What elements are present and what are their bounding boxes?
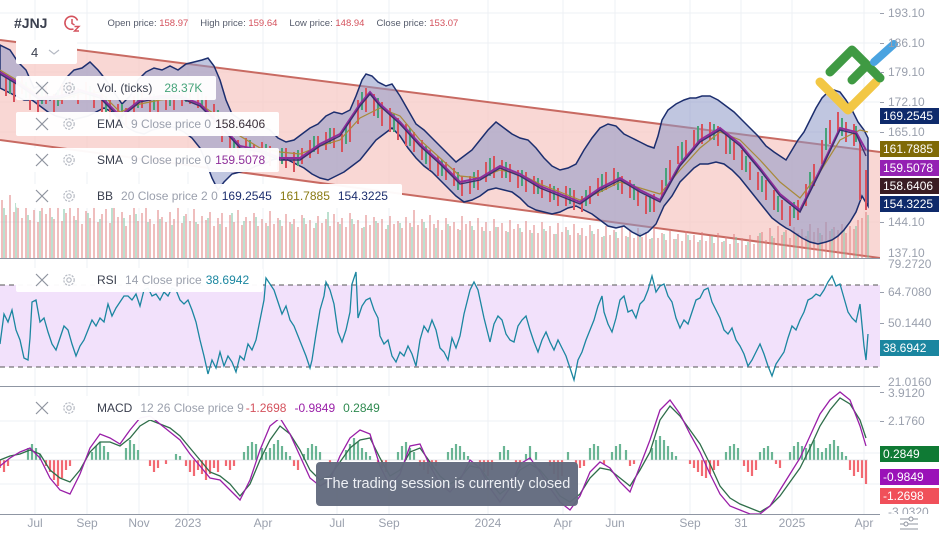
time-axis-label: 2025 — [778, 516, 806, 530]
legend-bb[interactable]: BB 20 Close price 2 0 169.2545 161.7885 … — [16, 184, 402, 208]
legend-volume[interactable]: Vol. (ticks) 28.37K — [16, 76, 217, 100]
volume-bars — [1, 195, 869, 258]
close-icon[interactable] — [35, 401, 49, 415]
legend-params: 20 Close price 2 0 — [121, 189, 218, 203]
legend-name: EMA — [97, 117, 124, 131]
sma-tag: 159.5078 — [880, 160, 939, 176]
legend-value-lower: 154.3225 — [337, 189, 388, 203]
legend-ema[interactable]: EMA 9 Close price 0 158.6406 — [16, 112, 280, 136]
time-axis-label: Jul — [27, 516, 43, 530]
legend-name: BB — [97, 189, 114, 203]
rsi-axis-label: 79.2720 — [888, 257, 932, 271]
rsi-pane — [0, 271, 880, 383]
time-axis-label: Sep — [378, 516, 400, 530]
legend-rsi[interactable]: RSI 14 Close price 38.6942 — [16, 268, 264, 292]
symbol-label[interactable]: #JNJ — [14, 15, 48, 31]
price-axis-label: 144.10 — [888, 215, 925, 229]
legend-params: 9 Close price 0 — [131, 153, 212, 167]
legend-value-macd: -1.2698 — [245, 401, 287, 415]
session-closed-toast: The trading session is currently closed — [316, 462, 578, 506]
close-icon[interactable] — [35, 81, 49, 95]
legend-name: MACD — [97, 401, 133, 415]
bb-lower-tag: 154.3225 — [880, 196, 939, 212]
histogram-tag: 0.2849 — [880, 446, 939, 462]
macd-axis-label: 3.9120 — [888, 386, 925, 400]
legend-params: 12 26 Close price 9 — [140, 401, 244, 415]
brand-logo-icon — [815, 40, 898, 115]
gear-icon[interactable] — [61, 400, 77, 416]
legend-value-middle: 161.7885 — [279, 189, 330, 203]
legend-name: Vol. (ticks) — [97, 81, 153, 95]
legend-value: 28.37K — [164, 81, 203, 95]
time-axis-label: Nov — [128, 516, 150, 530]
legend-name: RSI — [97, 273, 118, 287]
gear-icon[interactable] — [61, 188, 77, 204]
time-axis-label: Apr — [854, 516, 874, 530]
macd-tag: -1.2698 — [880, 488, 939, 504]
bb-middle-tag: 161.7885 — [880, 141, 939, 157]
price-axis-label: 165.10 — [888, 125, 925, 139]
time-axis-label: Jun — [605, 516, 625, 530]
low-price: Low price: 148.94 — [289, 17, 365, 29]
chart-canvas[interactable] — [0, 0, 880, 516]
close-icon[interactable] — [35, 273, 49, 287]
macd-axis-label: 2.1760 — [888, 414, 925, 428]
legend-macd[interactable]: MACD 12 26 Close price 9 -1.2698 -0.9849… — [16, 396, 394, 420]
legend-sma[interactable]: SMA 9 Close price 0 159.5078 — [16, 148, 280, 172]
legend-value-signal: -0.9849 — [294, 401, 336, 415]
time-axis-label: 31 — [734, 516, 748, 530]
close-icon[interactable] — [35, 117, 49, 131]
chart-header: #JNJ Open price: 158.97 High price: 159.… — [0, 8, 458, 38]
legend-value-upper: 169.2545 — [221, 189, 272, 203]
gear-icon[interactable] — [61, 80, 77, 96]
macd-axis-label: -3.0320 — [888, 505, 929, 514]
time-axis-label: Jul — [329, 516, 345, 530]
legend-params: 14 Close price — [125, 273, 202, 287]
price-axis-label: 186.10 — [888, 36, 925, 50]
chart-settings-icon[interactable] — [898, 516, 920, 532]
price-axis-label: 172.10 — [888, 95, 925, 109]
legend-value: 159.5078 — [215, 153, 266, 167]
gear-icon[interactable] — [61, 116, 77, 132]
close-icon[interactable] — [35, 153, 49, 167]
time-axis-label: 2023 — [174, 516, 202, 530]
time-axis-label: Apr — [253, 516, 273, 530]
legend-value-histogram: 0.2849 — [343, 401, 380, 415]
time-axis-label: Sep — [76, 516, 98, 530]
rsi-axis-label: 50.1440 — [888, 316, 932, 330]
open-price: Open price: 158.97 — [107, 17, 189, 29]
legend-params: 9 Close price 0 — [131, 117, 212, 131]
bb-middle-line — [0, 69, 869, 201]
interval-dropdown[interactable]: 4 — [16, 40, 77, 64]
macd-pane — [0, 391, 868, 514]
close-price: Close price: 153.07 — [376, 17, 459, 29]
time-axis-label: Sep — [679, 516, 701, 530]
interval-value: 4 — [31, 44, 39, 60]
rsi-axis-label: 64.7080 — [888, 285, 932, 299]
price-axis-label: 193.10 — [888, 6, 925, 20]
price-axis-label: 137.10 — [888, 246, 925, 258]
rsi-axis-label: 21.0160 — [888, 375, 932, 386]
legend-value: 158.6406 — [215, 117, 266, 131]
high-price: High price: 159.64 — [200, 17, 278, 29]
chevron-down-icon — [48, 49, 60, 55]
legend-value: 38.6942 — [205, 273, 250, 287]
close-icon[interactable] — [35, 189, 49, 203]
ema-line — [0, 73, 867, 214]
ema-tag: 158.6406 — [880, 178, 939, 194]
time-axis-label: Apr — [553, 516, 573, 530]
legend-name: SMA — [97, 153, 124, 167]
bb-upper-tag: 169.2545 — [880, 108, 939, 124]
rsi-tag: 38.6942 — [880, 340, 939, 356]
signal-tag: -0.9849 — [880, 469, 939, 485]
clock-z-icon[interactable] — [63, 14, 82, 32]
price-axis-label: 179.10 — [888, 65, 925, 79]
toast-message: The trading session is currently closed — [323, 476, 571, 492]
rsi-band — [0, 285, 880, 367]
time-axis-label: 2024 — [474, 516, 502, 530]
macd-histogram — [0, 436, 868, 486]
gear-icon[interactable] — [61, 152, 77, 168]
gear-icon[interactable] — [61, 272, 77, 288]
